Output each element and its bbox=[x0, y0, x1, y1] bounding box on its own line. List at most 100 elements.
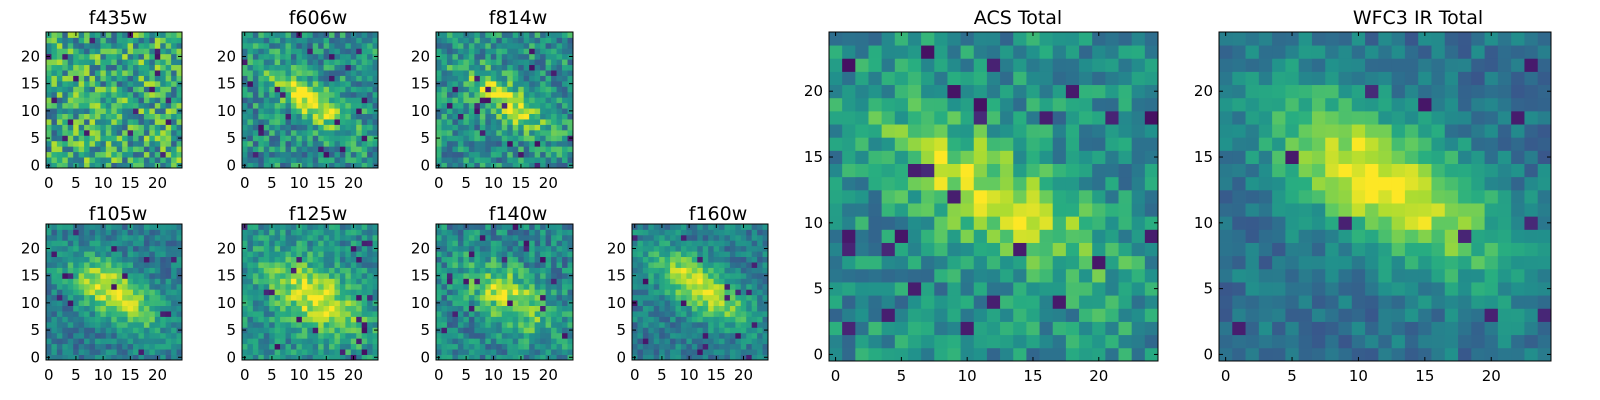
heatmap-cell bbox=[247, 354, 254, 361]
heatmap-cell bbox=[242, 86, 248, 93]
heatmap-cell bbox=[84, 80, 90, 87]
heatmap-cell bbox=[490, 300, 497, 306]
heatmap-cell bbox=[367, 327, 373, 334]
heatmap-cell bbox=[56, 332, 63, 339]
heatmap-cell bbox=[46, 91, 52, 98]
heatmap-cell bbox=[1471, 216, 1485, 230]
heatmap-cell bbox=[512, 86, 519, 93]
heatmap-cell bbox=[51, 300, 58, 306]
heatmap-cell bbox=[1484, 32, 1499, 46]
y-tick-label: 20 bbox=[1194, 82, 1213, 100]
heatmap-cell bbox=[1325, 308, 1339, 322]
y-tick-label: 15 bbox=[21, 75, 40, 93]
heatmap-cell bbox=[441, 140, 448, 147]
heatmap-cell bbox=[105, 53, 112, 60]
heatmap-cell bbox=[1524, 45, 1539, 59]
heatmap-cell bbox=[1258, 282, 1273, 296]
heatmap-cell bbox=[1365, 321, 1379, 336]
heatmap-cell bbox=[94, 48, 101, 55]
heatmap-cell bbox=[1351, 216, 1366, 230]
heatmap-cell bbox=[67, 129, 74, 136]
heatmap-cell bbox=[367, 316, 373, 323]
heatmap-cell bbox=[62, 113, 69, 120]
heatmap-cell bbox=[312, 97, 319, 104]
heatmap-cell bbox=[62, 140, 69, 147]
heatmap-cell bbox=[490, 129, 497, 136]
heatmap-cell bbox=[1026, 97, 1040, 112]
heatmap-cell bbox=[1378, 110, 1393, 125]
heatmap-cell bbox=[94, 108, 101, 114]
heatmap-cell bbox=[441, 300, 448, 306]
heatmap-cell bbox=[540, 349, 546, 355]
heatmap-cell bbox=[252, 327, 259, 334]
heatmap-cell bbox=[921, 163, 935, 178]
heatmap-cell bbox=[269, 91, 276, 98]
heatmap-cell bbox=[567, 151, 574, 158]
heatmap-cell bbox=[105, 251, 112, 258]
heatmap-cell bbox=[127, 327, 134, 334]
heatmap-cell bbox=[452, 316, 459, 323]
heatmap-cell bbox=[468, 151, 475, 158]
heatmap-cell bbox=[973, 282, 988, 296]
heatmap-cell bbox=[73, 338, 80, 345]
heatmap-cell bbox=[280, 229, 286, 236]
heatmap-cell bbox=[73, 97, 80, 104]
heatmap-cell bbox=[154, 245, 161, 252]
heatmap-cell bbox=[367, 229, 373, 236]
heatmap-cell bbox=[78, 234, 85, 241]
heatmap-cell bbox=[350, 343, 357, 350]
heatmap-cell bbox=[1511, 189, 1525, 204]
heatmap-cell bbox=[78, 48, 85, 55]
heatmap-cell bbox=[1365, 308, 1379, 322]
heatmap-cell bbox=[78, 327, 85, 334]
heatmap-cell bbox=[452, 278, 459, 285]
heatmap-cell bbox=[258, 289, 265, 296]
heatmap-cell bbox=[323, 80, 330, 87]
heatmap-cell bbox=[67, 245, 74, 252]
heatmap-cell bbox=[1378, 242, 1393, 257]
heatmap-cell bbox=[307, 151, 314, 158]
heatmap-cell bbox=[116, 124, 123, 131]
heatmap-cell bbox=[1000, 176, 1014, 191]
heatmap-cell bbox=[1418, 163, 1432, 178]
heatmap-cell bbox=[318, 294, 324, 301]
heatmap-cell bbox=[868, 242, 883, 257]
heatmap-cell bbox=[143, 53, 150, 60]
heatmap-cell bbox=[518, 316, 525, 323]
heatmap-cell bbox=[474, 327, 481, 334]
heatmap-cell bbox=[551, 140, 557, 147]
heatmap-cell bbox=[1418, 58, 1432, 72]
heatmap-cell bbox=[176, 234, 183, 241]
heatmap-cell bbox=[868, 203, 883, 217]
heatmap-cell bbox=[78, 262, 85, 268]
heatmap-cell bbox=[143, 256, 150, 263]
heatmap-cell bbox=[446, 140, 453, 147]
heatmap-cell bbox=[518, 97, 525, 104]
heatmap-cell bbox=[512, 349, 519, 355]
heatmap-cell bbox=[512, 113, 519, 120]
heatmap-cell bbox=[138, 289, 145, 296]
heatmap-cell bbox=[361, 327, 368, 334]
heatmap-cell bbox=[1144, 150, 1159, 164]
heatmap-cell bbox=[62, 349, 69, 355]
heatmap-cell bbox=[1431, 71, 1446, 86]
heatmap-cell bbox=[1524, 334, 1539, 349]
heatmap-cell bbox=[307, 251, 314, 258]
heatmap-cell bbox=[318, 300, 324, 306]
heatmap-cell bbox=[133, 289, 139, 296]
heatmap-cell bbox=[529, 289, 536, 296]
heatmap-cell bbox=[307, 305, 314, 312]
heatmap-cell bbox=[1013, 137, 1027, 151]
heatmap-cell bbox=[67, 151, 74, 158]
heatmap-cell bbox=[540, 102, 546, 109]
heatmap-cell bbox=[67, 316, 74, 323]
heatmap-cell bbox=[907, 295, 922, 309]
heatmap-cell bbox=[274, 59, 281, 66]
heatmap-cell bbox=[372, 146, 379, 153]
heatmap-cell bbox=[105, 135, 112, 142]
heatmap-cell bbox=[1039, 176, 1054, 191]
heatmap-cell bbox=[485, 53, 492, 60]
heatmap-cell bbox=[512, 48, 519, 55]
heatmap-cell bbox=[1131, 124, 1146, 138]
heatmap-cell bbox=[457, 97, 464, 104]
